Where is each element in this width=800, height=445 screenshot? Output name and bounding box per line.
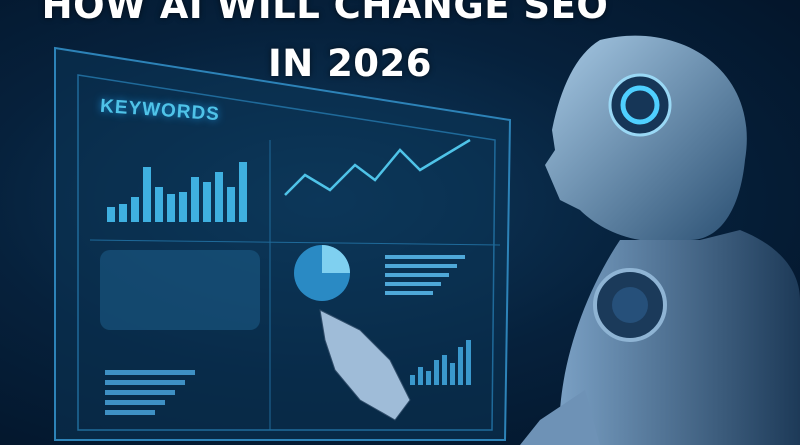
bar bbox=[466, 340, 471, 385]
bar bbox=[155, 187, 163, 222]
list-line bbox=[105, 410, 155, 415]
bar bbox=[442, 355, 447, 385]
world-map-graphic bbox=[100, 250, 260, 330]
bar bbox=[239, 162, 247, 222]
bar-chart-graphic bbox=[107, 162, 247, 222]
bar bbox=[418, 367, 423, 385]
list-line bbox=[385, 291, 433, 295]
list-line bbox=[385, 264, 457, 268]
list-graphic bbox=[105, 255, 465, 415]
list-line bbox=[105, 400, 165, 405]
robot-hand bbox=[319, 309, 411, 421]
bar bbox=[131, 197, 139, 222]
bar bbox=[119, 204, 127, 222]
bar bbox=[203, 182, 211, 222]
headline-line-1: HOW AI WILL CHANGE SEO bbox=[41, 0, 609, 27]
list-line bbox=[385, 273, 449, 277]
bar bbox=[434, 360, 439, 385]
line-chart-graphic bbox=[284, 138, 471, 196]
bar bbox=[179, 192, 187, 222]
bar bbox=[191, 177, 199, 222]
list-line bbox=[105, 370, 195, 375]
bar bbox=[410, 375, 415, 385]
bar bbox=[143, 167, 151, 222]
bar bbox=[167, 194, 175, 222]
bar bbox=[450, 363, 455, 385]
list-line bbox=[105, 390, 175, 395]
small-bar-graphic bbox=[410, 340, 471, 385]
bar bbox=[215, 172, 223, 222]
bar bbox=[107, 207, 115, 222]
list-line bbox=[105, 380, 185, 385]
ear-headphone bbox=[608, 73, 672, 137]
robot bbox=[319, 35, 800, 445]
bar bbox=[227, 187, 235, 222]
holographic-screen bbox=[54, 46, 512, 441]
headline-line-2: IN 2026 bbox=[267, 42, 433, 85]
bar bbox=[426, 371, 431, 385]
list-line bbox=[385, 255, 465, 259]
list-line bbox=[385, 282, 441, 286]
bar bbox=[458, 347, 463, 385]
